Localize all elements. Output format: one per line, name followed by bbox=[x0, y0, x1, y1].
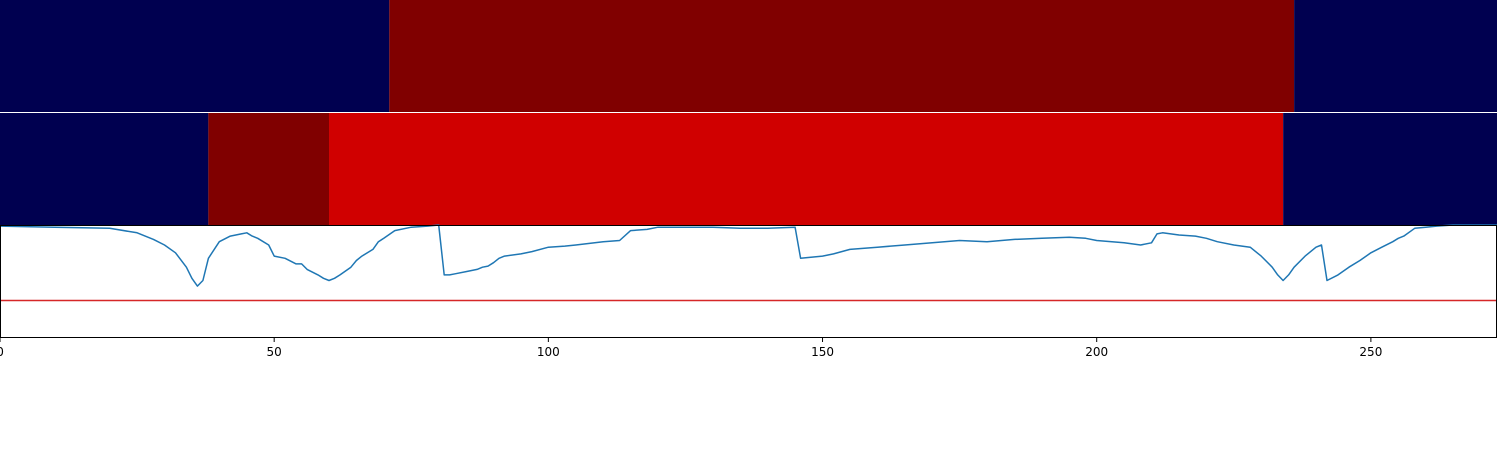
x-tick-label-150: 150 bbox=[811, 345, 834, 359]
strip-middle-panel bbox=[0, 113, 1497, 225]
strip-top-segment-2 bbox=[1294, 0, 1497, 112]
strip-top-panel bbox=[0, 0, 1497, 112]
x-tick-label-200: 200 bbox=[1085, 345, 1108, 359]
strip-middle-segment-1 bbox=[208, 113, 330, 225]
x-axis: 0 50 100 150 200 250 bbox=[0, 338, 1382, 359]
series-line bbox=[0, 224, 1497, 287]
strip-middle-segment-0 bbox=[0, 113, 209, 225]
line-panel bbox=[0, 224, 1497, 338]
strip-middle-segment-3 bbox=[1283, 113, 1497, 225]
x-tick-label-100: 100 bbox=[537, 345, 560, 359]
x-tick-label-0: 0 bbox=[0, 345, 4, 359]
line-panel-background bbox=[0, 225, 1497, 338]
x-tick-label-50: 50 bbox=[267, 345, 282, 359]
strip-top-segment-1 bbox=[389, 0, 1295, 112]
strip-middle-segment-2 bbox=[329, 113, 1284, 225]
line-panel-frame bbox=[0, 225, 1497, 338]
x-tick-label-250: 250 bbox=[1359, 345, 1382, 359]
strip-top-segment-0 bbox=[0, 0, 390, 112]
